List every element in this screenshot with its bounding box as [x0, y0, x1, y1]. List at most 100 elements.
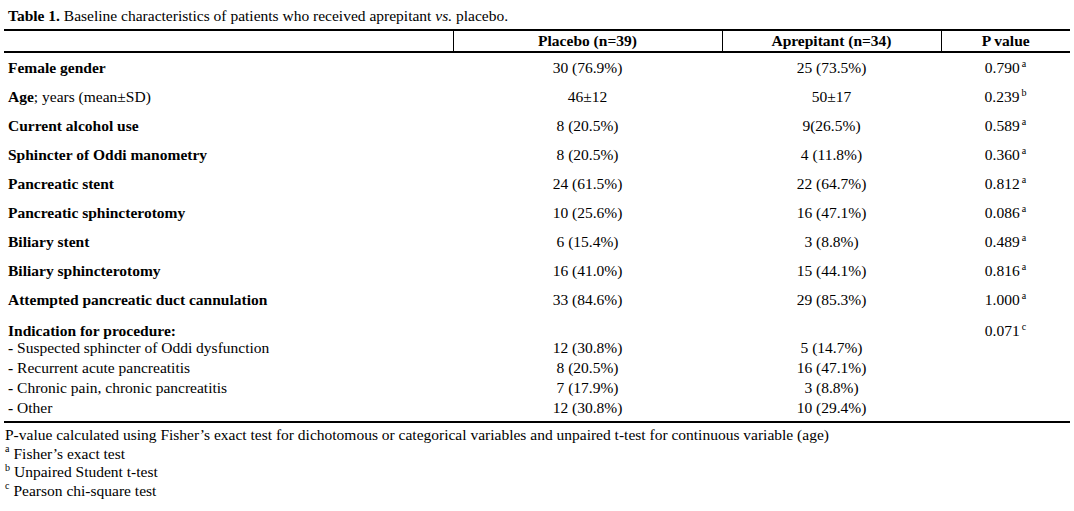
- row-label-bold: Age: [8, 88, 34, 105]
- row-label: Sphincter of Oddi manometry: [4, 140, 453, 169]
- placebo-value: 12 (30.8%): [453, 338, 722, 358]
- placebo-value: 46±12: [453, 82, 722, 111]
- table-row: Age; years (mean±SD) 46±12 50±17 0.239b: [4, 82, 1070, 111]
- p-value-number: 0.360: [985, 146, 1020, 163]
- aprepitant-value: 3 (8.8%): [722, 227, 941, 256]
- p-value: 0.239b: [941, 82, 1070, 111]
- p-value-superscript: a: [1022, 145, 1026, 156]
- p-value-superscript: c: [1022, 321, 1026, 332]
- row-label: - Suspected sphincter of Oddi dysfunctio…: [4, 338, 453, 358]
- p-value-number: 0.816: [985, 262, 1020, 279]
- p-value: 0.816a: [941, 256, 1070, 285]
- row-label: - Recurrent acute pancreatitis: [4, 358, 453, 378]
- p-value-superscript: a: [1022, 290, 1026, 301]
- row-label-bold: Sphincter of Oddi manometry: [8, 146, 207, 163]
- p-value-superscript: a: [1022, 232, 1026, 243]
- placebo-value: 12 (30.8%): [453, 398, 722, 422]
- row-label-bold: Indication for procedure:: [8, 322, 176, 339]
- p-value: 0.489a: [941, 227, 1070, 256]
- placebo-value: 33 (84.6%): [453, 285, 722, 314]
- aprepitant-value: [722, 314, 941, 338]
- footnote-a-text: Fisher’s exact test: [13, 445, 125, 462]
- row-label: Pancreatic sphincterotomy: [4, 198, 453, 227]
- row-label: Biliary sphincterotomy: [4, 256, 453, 285]
- aprepitant-value: 5 (14.7%): [722, 338, 941, 358]
- placebo-value: 30 (76.9%): [453, 52, 722, 82]
- caption-end: placebo.: [452, 7, 508, 24]
- p-value: 0.790a: [941, 52, 1070, 82]
- p-value: [941, 358, 1070, 378]
- table-subrow: - Other 12 (30.8%) 10 (29.4%): [4, 398, 1070, 422]
- row-label-bold: Biliary stent: [8, 233, 89, 250]
- p-value-number: 0.589: [985, 117, 1020, 134]
- row-label: Indication for procedure:: [4, 314, 453, 338]
- row-label: Age; years (mean±SD): [4, 82, 453, 111]
- placebo-value: 24 (61.5%): [453, 169, 722, 198]
- footnote-c: cPearson chi-square test: [5, 482, 1070, 501]
- table-subrow: - Suspected sphincter of Oddi dysfunctio…: [4, 338, 1070, 358]
- row-label: - Other: [4, 398, 453, 422]
- p-value-number: 0.239: [985, 88, 1020, 105]
- row-label: Attempted pancreatic duct cannulation: [4, 285, 453, 314]
- header-label: [4, 30, 453, 52]
- caption-vs: vs.: [435, 7, 452, 24]
- footnote-c-marker: c: [5, 480, 9, 491]
- header-placebo: Placebo (n=39): [453, 30, 722, 52]
- p-value: 0.071c: [941, 314, 1070, 338]
- baseline-characteristics-table: Placebo (n=39) Aprepitant (n=34) P value…: [4, 29, 1070, 423]
- aprepitant-value: 22 (64.7%): [722, 169, 941, 198]
- placebo-value: 8 (20.5%): [453, 358, 722, 378]
- p-value: 1.000a: [941, 285, 1070, 314]
- table-row: Pancreatic sphincterotomy 10 (25.6%) 16 …: [4, 198, 1070, 227]
- p-value: [941, 338, 1070, 358]
- placebo-value: 7 (17.9%): [453, 378, 722, 398]
- placebo-value: 8 (20.5%): [453, 111, 722, 140]
- footnote-main: P-value calculated using Fisher’s exact …: [5, 426, 1070, 445]
- p-value-number: 0.086: [985, 204, 1020, 221]
- row-label-bold: Pancreatic sphincterotomy: [8, 204, 185, 221]
- aprepitant-value: 25 (73.5%): [722, 52, 941, 82]
- row-label: Female gender: [4, 52, 453, 82]
- footnote-b-text: Unpaired Student t-test: [14, 463, 158, 480]
- footnote-a: aFisher’s exact test: [5, 445, 1070, 464]
- p-value: [941, 378, 1070, 398]
- placebo-value: [453, 314, 722, 338]
- table-figure: Table 1. Baseline characteristics of pat…: [4, 6, 1070, 500]
- caption-text: Baseline characteristics of patients who…: [60, 7, 435, 24]
- row-label: Biliary stent: [4, 227, 453, 256]
- p-value-superscript: a: [1022, 261, 1026, 272]
- table-number: Table 1.: [8, 7, 60, 24]
- table-row: Current alcohol use 8 (20.5%) 9(26.5%) 0…: [4, 111, 1070, 140]
- p-value-superscript: b: [1021, 87, 1026, 98]
- row-label-bold: Pancreatic stent: [8, 175, 114, 192]
- p-value-number: 0.812: [985, 175, 1020, 192]
- table-row: Biliary stent 6 (15.4%) 3 (8.8%) 0.489a: [4, 227, 1070, 256]
- p-value-superscript: a: [1022, 203, 1026, 214]
- table-row-group-header: Indication for procedure: 0.071c: [4, 314, 1070, 338]
- p-value-number: 0.790: [985, 59, 1020, 76]
- table-row: Pancreatic stent 24 (61.5%) 22 (64.7%) 0…: [4, 169, 1070, 198]
- row-label: - Chronic pain, chronic pancreatitis: [4, 378, 453, 398]
- header-aprepitant: Aprepitant (n=34): [722, 30, 941, 52]
- aprepitant-value: 50±17: [722, 82, 941, 111]
- footnote-b: bUnpaired Student t-test: [5, 463, 1070, 482]
- row-label-bold: Current alcohol use: [8, 117, 139, 134]
- placebo-value: 10 (25.6%): [453, 198, 722, 227]
- placebo-value: 16 (41.0%): [453, 256, 722, 285]
- footnotes: P-value calculated using Fisher’s exact …: [4, 423, 1070, 500]
- p-value-number: 0.489: [985, 233, 1020, 250]
- aprepitant-value: 15 (44.1%): [722, 256, 941, 285]
- row-label-rest: Suspected sphincter of Oddi dysfunction: [13, 339, 269, 356]
- table-row: Female gender 30 (76.9%) 25 (73.5%) 0.79…: [4, 52, 1070, 82]
- row-label: Pancreatic stent: [4, 169, 453, 198]
- aprepitant-value: 3 (8.8%): [722, 378, 941, 398]
- aprepitant-value: 16 (47.1%): [722, 358, 941, 378]
- p-value-number: 0.071: [985, 322, 1020, 339]
- p-value-superscript: a: [1022, 174, 1026, 185]
- p-value-number: 1.000: [985, 291, 1020, 308]
- table-subrow: - Recurrent acute pancreatitis 8 (20.5%)…: [4, 358, 1070, 378]
- aprepitant-value: 10 (29.4%): [722, 398, 941, 422]
- table-row: Attempted pancreatic duct cannulation 33…: [4, 285, 1070, 314]
- row-label-rest: Other: [13, 399, 52, 416]
- header-pvalue: P value: [941, 30, 1070, 52]
